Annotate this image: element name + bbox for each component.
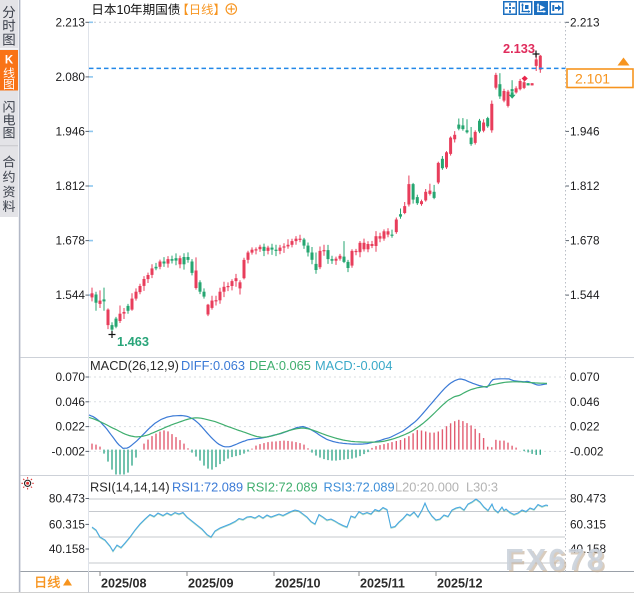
svg-text:2025/10: 2025/10 <box>275 577 321 591</box>
svg-text:RSI2:72.089: RSI2:72.089 <box>247 480 318 495</box>
svg-text:DEA:0.065: DEA:0.065 <box>249 358 311 373</box>
svg-text:2025/09: 2025/09 <box>188 577 234 591</box>
svg-text:L30:3: L30:3 <box>466 480 498 495</box>
svg-text:2025/11: 2025/11 <box>360 577 405 591</box>
svg-text:1.678: 1.678 <box>570 234 600 248</box>
svg-text:FX678: FX678 <box>507 545 608 579</box>
svg-text:2.080: 2.080 <box>55 70 85 84</box>
svg-text:0.070: 0.070 <box>55 370 85 384</box>
svg-text:2.101: 2.101 <box>575 71 610 87</box>
svg-text:2025/12: 2025/12 <box>437 577 483 591</box>
svg-text:60.315: 60.315 <box>570 517 607 531</box>
svg-text:1.946: 1.946 <box>55 124 85 138</box>
svg-text:RSI3:72.089: RSI3:72.089 <box>324 480 395 495</box>
svg-text:RSI(14,14,14): RSI(14,14,14) <box>90 480 170 495</box>
svg-text:1.812: 1.812 <box>570 179 600 193</box>
svg-text:1.544: 1.544 <box>570 288 600 302</box>
svg-text:0.022: 0.022 <box>55 420 85 434</box>
svg-text:40.158: 40.158 <box>570 542 607 556</box>
svg-text:2.133: 2.133 <box>503 41 535 56</box>
svg-text:0.022: 0.022 <box>570 420 600 434</box>
svg-text:40.158: 40.158 <box>49 542 86 556</box>
svg-text:L20:20.000: L20:20.000 <box>395 480 459 495</box>
svg-text:1.812: 1.812 <box>55 179 85 193</box>
svg-text:2025/08: 2025/08 <box>101 577 147 591</box>
svg-text:MACD(26,12,9): MACD(26,12,9) <box>90 358 179 373</box>
svg-text:1.946: 1.946 <box>570 124 600 138</box>
svg-text:RSI1:72.089: RSI1:72.089 <box>172 480 243 495</box>
svg-text:-0.002: -0.002 <box>52 444 85 458</box>
svg-text:1.678: 1.678 <box>55 234 85 248</box>
svg-text:1.463: 1.463 <box>117 334 149 349</box>
svg-text:80.473: 80.473 <box>570 492 607 506</box>
svg-text:60.315: 60.315 <box>49 517 86 531</box>
svg-text:0.046: 0.046 <box>570 395 600 409</box>
svg-text:2.213: 2.213 <box>570 15 600 29</box>
svg-text:80.473: 80.473 <box>49 492 86 506</box>
svg-text:DIFF:0.063: DIFF:0.063 <box>181 358 245 373</box>
svg-text:MACD:-0.004: MACD:-0.004 <box>315 358 393 373</box>
svg-text:-0.002: -0.002 <box>570 444 603 458</box>
svg-text:0.070: 0.070 <box>570 370 600 384</box>
svg-text:10: 10 <box>117 3 131 17</box>
svg-text:0.046: 0.046 <box>55 395 85 409</box>
svg-text:K: K <box>5 55 14 67</box>
svg-text:FX678: FX678 <box>505 543 606 577</box>
svg-text:1.544: 1.544 <box>55 288 85 302</box>
svg-text:2.213: 2.213 <box>55 15 85 29</box>
